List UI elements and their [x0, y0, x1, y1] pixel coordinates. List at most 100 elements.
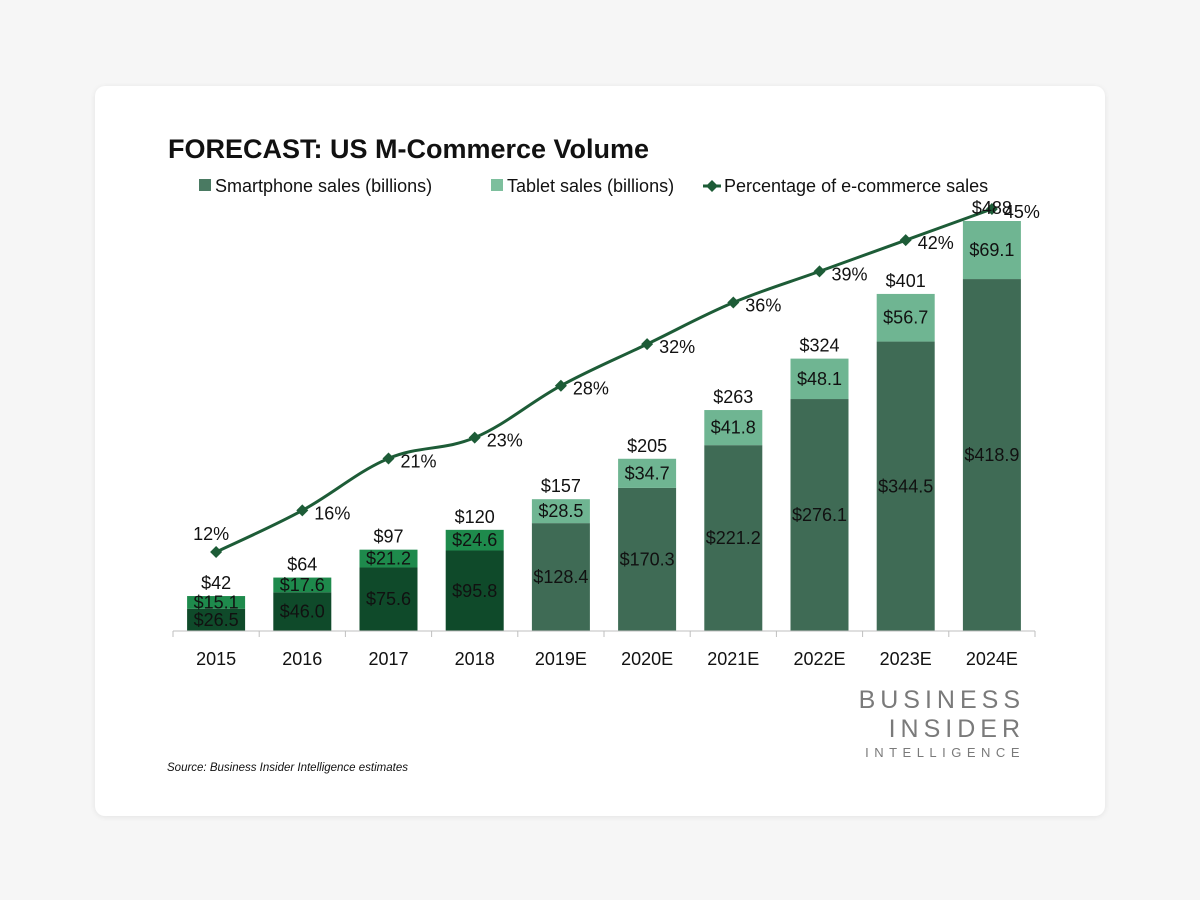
bar-tablet-2016 [273, 577, 332, 593]
legend: Smartphone sales (billions) Tablet sales… [199, 176, 988, 196]
percentage-marker-2019E [554, 379, 567, 392]
percentage-marker-2015 [210, 546, 223, 558]
percentage-line [215, 207, 993, 554]
percentage-label-2016: 16% [314, 503, 350, 523]
x-axis: 2015 2016 2017 2018 2019E 2020E 2021E 2022E 2023… [172, 630, 1036, 669]
label-tablet-2015: $15.1 [194, 592, 239, 612]
label-smartphone-2022E: $276.1 [792, 505, 847, 525]
label-total-2017: $97 [373, 527, 403, 547]
bar-tablet-2019E [531, 499, 590, 524]
percentage-marker-2017 [382, 452, 395, 465]
legend-swatch-smartphone [199, 179, 211, 191]
legend-swatch-tablet [491, 179, 503, 191]
bar-tablet-2023E [876, 293, 935, 342]
percentage-label-2018: 23% [487, 431, 523, 451]
brand-line-insider: INSIDER [889, 715, 1025, 743]
percentage-marker-2018 [468, 431, 481, 444]
bar-tablet-2020E [618, 458, 677, 488]
x-tick-label-2022E: 2022E [793, 649, 845, 669]
percentage-marker-2024E [985, 203, 998, 215]
bar-smartphone-2019E [531, 523, 590, 631]
label-total-2020E: $205 [627, 436, 667, 456]
label-smartphone-2020E: $170.3 [620, 549, 675, 569]
bar-smartphone-2017 [359, 567, 418, 631]
bar-smartphone-2023E [876, 341, 935, 631]
x-tick-label-2017: 2017 [368, 649, 408, 669]
bar-smartphone-2018 [445, 550, 504, 631]
percentage-label-2022E: 39% [832, 264, 868, 284]
percentage-label-2019E: 28% [573, 379, 609, 399]
bar-tablet-2018 [445, 529, 504, 551]
label-tablet-2021E: $41.8 [711, 418, 756, 438]
label-tablet-2019E: $28.5 [538, 501, 583, 521]
x-tick-label-2018: 2018 [455, 649, 495, 669]
bar-tablet-2024E [962, 221, 1021, 280]
line-layer: 12% 16% 21% 23% 28% 32% 36% 39% 42% 45% [193, 202, 1040, 558]
label-smartphone-2018: $95.8 [452, 581, 497, 601]
label-tablet-2023E: $56.7 [883, 308, 928, 328]
bar-smartphone-2022E [790, 399, 849, 631]
label-smartphone-2016: $46.0 [280, 602, 325, 622]
label-smartphone-2017: $75.6 [366, 589, 411, 609]
percentage-label-2024E: 45% [1004, 202, 1040, 222]
chart-card: FORECAST: US M-Commerce Volume Smartphon… [95, 86, 1105, 816]
label-smartphone-2019E: $128.4 [533, 567, 588, 587]
label-total-2018: $120 [455, 507, 495, 527]
labels-layer: $26.5$15.1$42 $46.0 $17.6$64 $75.6 $21.2$97 $… [194, 198, 1020, 630]
bar-tablet-2017 [359, 549, 418, 568]
label-smartphone-2015: $26.5 [194, 610, 239, 630]
brand-line-business: BUSINESS [859, 686, 1025, 714]
bar-tablet-2021E [704, 410, 763, 446]
label-smartphone-2021E: $221.2 [706, 528, 761, 548]
brand-line-intelligence: INTELLIGENCE [865, 745, 1025, 760]
brand-logo: BUSINESS INSIDER INTELLIGENCE [859, 686, 1025, 760]
chart-title: FORECAST: US M-Commerce Volume [168, 134, 649, 164]
label-tablet-2024E: $69.1 [969, 240, 1014, 260]
x-tick-label-2015: 2015 [196, 649, 236, 669]
legend-marker-percentage [706, 180, 718, 192]
label-smartphone-2023E: $344.5 [878, 476, 933, 496]
bar-smartphone-2021E [704, 445, 763, 631]
legend-label-tablet: Tablet sales (billions) [507, 176, 674, 196]
bar-tablet-2015 [187, 596, 246, 609]
label-total-2023E: $401 [886, 271, 926, 291]
percentage-marker-2023E [899, 234, 912, 247]
percentage-marker-2016 [296, 504, 309, 517]
bar-smartphone-2015 [187, 608, 246, 631]
x-tick-label-2024E: 2024E [966, 649, 1018, 669]
chart-canvas: FORECAST: US M-Commerce Volume Smartphon… [167, 134, 1040, 774]
label-total-2015: $42 [201, 573, 231, 593]
x-tick-label-2021E: 2021E [707, 649, 759, 669]
label-tablet-2016: $17.6 [280, 575, 325, 595]
bars-layer [187, 221, 1021, 631]
percentage-label-2015: 12% [193, 524, 229, 544]
percentage-marker-2021E [727, 296, 740, 309]
legend-label-smartphone: Smartphone sales (billions) [215, 176, 432, 196]
label-total-2019E: $157 [541, 476, 581, 496]
percentage-marker-2022E [813, 265, 826, 278]
label-total-2022E: $324 [799, 336, 839, 356]
legend-label-percentage: Percentage of e-commerce sales [724, 176, 988, 196]
label-tablet-2017: $21.2 [366, 549, 411, 569]
label-tablet-2020E: $34.7 [625, 463, 670, 483]
source-note: Source: Business Insider Intelligence es… [167, 762, 408, 774]
x-tick-label-2016: 2016 [282, 649, 322, 669]
x-tick-label-2020E: 2020E [621, 649, 673, 669]
label-total-2016: $64 [287, 555, 317, 575]
label-tablet-2022E: $48.1 [797, 369, 842, 389]
label-total-2024E: $488 [972, 198, 1012, 218]
percentage-label-2023E: 42% [918, 233, 954, 253]
label-tablet-2018: $24.6 [452, 530, 497, 550]
bar-tablet-2022E [790, 358, 849, 400]
percentage-label-2020E: 32% [659, 337, 695, 357]
bar-smartphone-2024E [962, 279, 1021, 631]
bar-smartphone-2016 [273, 592, 332, 631]
bar-smartphone-2020E [618, 487, 677, 631]
label-smartphone-2024E: $418.9 [964, 445, 1019, 465]
percentage-label-2017: 21% [401, 451, 437, 471]
x-tick-label-2023E: 2023E [880, 649, 932, 669]
label-total-2021E: $263 [713, 387, 753, 407]
x-tick-label-2019E: 2019E [535, 649, 587, 669]
percentage-marker-2020E [641, 338, 654, 351]
percentage-label-2021E: 36% [745, 296, 781, 316]
